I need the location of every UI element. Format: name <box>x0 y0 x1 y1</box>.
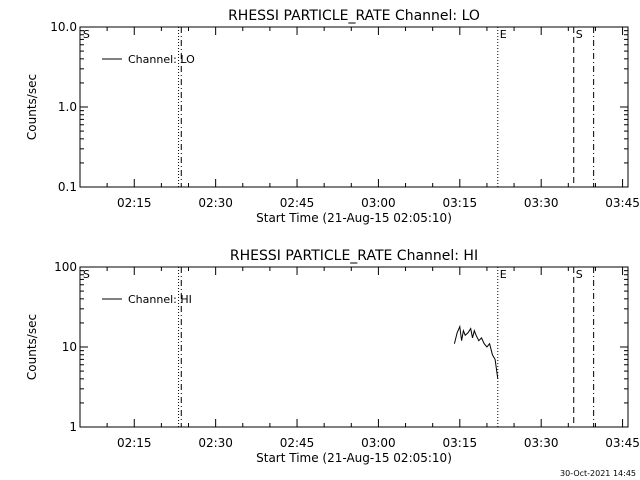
panel-2-event-marker: S <box>576 268 583 281</box>
panel-2-xtick-label: 02:15 <box>117 436 152 450</box>
panel-2-series-line-1 <box>453 324 499 379</box>
panel-2-ylabel: Counts/sec <box>25 314 39 380</box>
panel-2-event-marker: E <box>500 268 507 281</box>
panel-1-title: RHESSI PARTICLE_RATE Channel: LO <box>228 8 480 24</box>
panel-2-event-marker: S <box>83 268 90 281</box>
panel-2-xtick-label: 02:30 <box>198 436 233 450</box>
panel-2-legend-label: Channel: HI <box>128 293 192 306</box>
panel-1-ytick-label: 1.0 <box>58 100 77 114</box>
panel-2-plot-frame <box>79 266 629 428</box>
panel-2-xtick-label: 03:00 <box>361 436 396 450</box>
panel-1-event-marker: S <box>576 28 583 41</box>
panel-1-xtick-label: 02:45 <box>280 196 315 210</box>
panel-2-ytick-label: 10 <box>62 340 77 354</box>
panel-2-xtick-label: 03:45 <box>605 436 640 450</box>
panel-1-legend-label: Channel: LO <box>128 53 195 66</box>
panel-1-ylabel: Counts/sec <box>25 74 39 140</box>
panel-1-plot-frame <box>79 26 629 188</box>
panel-1-ytick-label: 0.1 <box>58 180 77 194</box>
panel-1-event-marker: S <box>83 28 90 41</box>
panel-2-ytick-label: 100 <box>54 260 77 274</box>
panel-2-xtick-label: 03:30 <box>524 436 559 450</box>
panel-1-ytick-label: 10.0 <box>50 20 77 34</box>
panel-1-xtick-label: 02:15 <box>117 196 152 210</box>
panel-1-xtick-label: 03:45 <box>605 196 640 210</box>
panel-1-xtick-label: 03:30 <box>524 196 559 210</box>
panel-2-ytick-label: 1 <box>69 420 77 434</box>
panel-2-xtick-label: 02:45 <box>280 436 315 450</box>
panel-1-xlabel: Start Time (21-Aug-15 02:05:10) <box>256 211 452 225</box>
panel-1-xtick-label: 03:00 <box>361 196 396 210</box>
panel-2-xlabel: Start Time (21-Aug-15 02:05:10) <box>256 451 452 465</box>
panel-2-xtick-label: 03:15 <box>443 436 478 450</box>
footer-timestamp: 30-Oct-2021 14:45 <box>560 469 636 478</box>
panel-1-xtick-label: 02:30 <box>198 196 233 210</box>
panel-1-xtick-label: 03:15 <box>443 196 478 210</box>
panel-2-title: RHESSI PARTICLE_RATE Channel: HI <box>230 248 478 264</box>
panel-1-event-marker: E <box>500 28 507 41</box>
